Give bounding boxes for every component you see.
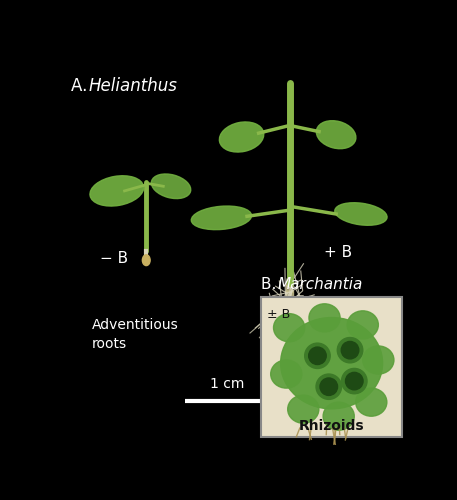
Ellipse shape xyxy=(143,255,150,266)
Ellipse shape xyxy=(281,318,383,409)
Text: B.: B. xyxy=(261,277,281,292)
Ellipse shape xyxy=(271,360,302,388)
Text: Helianthus: Helianthus xyxy=(88,77,177,95)
FancyBboxPatch shape xyxy=(287,285,293,292)
FancyBboxPatch shape xyxy=(283,322,297,330)
Text: Adventitious
roots: Adventitious roots xyxy=(92,318,179,352)
Circle shape xyxy=(308,347,326,364)
FancyBboxPatch shape xyxy=(283,316,296,324)
FancyBboxPatch shape xyxy=(286,291,293,298)
Ellipse shape xyxy=(309,304,340,332)
Text: Rhizoids: Rhizoids xyxy=(299,418,364,432)
FancyBboxPatch shape xyxy=(284,310,295,317)
Ellipse shape xyxy=(191,206,251,230)
Ellipse shape xyxy=(356,388,387,416)
Text: + B: + B xyxy=(324,245,353,260)
Ellipse shape xyxy=(335,202,387,226)
FancyBboxPatch shape xyxy=(285,304,295,311)
Text: 1 cm: 1 cm xyxy=(210,378,244,392)
FancyBboxPatch shape xyxy=(287,278,292,286)
Ellipse shape xyxy=(323,402,354,430)
Text: ± B: ± B xyxy=(267,308,290,320)
Circle shape xyxy=(337,338,363,363)
Text: − B: − B xyxy=(100,251,128,266)
Circle shape xyxy=(316,374,341,400)
Ellipse shape xyxy=(219,122,264,152)
Ellipse shape xyxy=(288,395,319,423)
FancyBboxPatch shape xyxy=(285,297,294,305)
Ellipse shape xyxy=(90,176,143,206)
Bar xyxy=(261,297,403,438)
Ellipse shape xyxy=(274,314,305,342)
Circle shape xyxy=(320,378,338,396)
Circle shape xyxy=(341,342,359,359)
Circle shape xyxy=(341,368,367,394)
Ellipse shape xyxy=(363,346,394,374)
Ellipse shape xyxy=(151,174,191,199)
Circle shape xyxy=(305,343,330,368)
Text: A.: A. xyxy=(71,77,93,95)
Text: Marchantia: Marchantia xyxy=(278,277,363,292)
Ellipse shape xyxy=(347,311,378,339)
Ellipse shape xyxy=(316,120,356,148)
Circle shape xyxy=(345,372,363,390)
